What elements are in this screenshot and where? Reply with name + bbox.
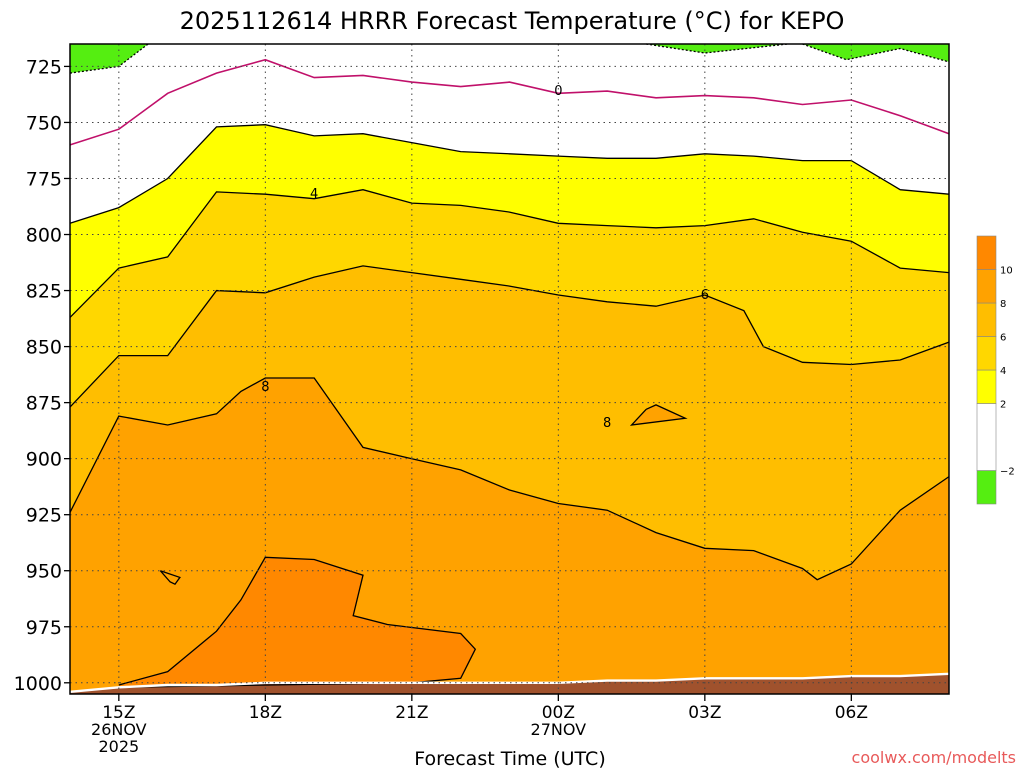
time-tick-label-1: 18Z bbox=[249, 703, 282, 723]
colorbar-label-4: 8 bbox=[1000, 299, 1006, 310]
isotherm-2 bbox=[69, 124, 950, 224]
time-tick-label-4: 03Z bbox=[688, 703, 721, 723]
pressure-tick-label-3: 800 bbox=[26, 225, 62, 247]
pressure-tick-label-0: 725 bbox=[26, 56, 62, 78]
time-tick-label-2: 21Z bbox=[395, 703, 428, 723]
band-2-to-4 bbox=[70, 124, 949, 318]
pressure-tick-label-1: 750 bbox=[26, 112, 62, 134]
band-8-island bbox=[631, 404, 686, 425]
isotherm-10 bbox=[118, 556, 477, 688]
x-axis-label: Forecast Time (UTC) bbox=[414, 748, 605, 768]
band-6-to-8 bbox=[70, 265, 949, 580]
colorbar-label-3: 6 bbox=[1000, 333, 1006, 344]
isotherm-contours bbox=[69, 43, 950, 693]
colorbar-label-5: 10 bbox=[1000, 266, 1013, 277]
chart-title: 2025112614 HRRR Forecast Temperature (°C… bbox=[180, 7, 845, 35]
credit-link[interactable]: coolwx.com/modelts bbox=[852, 748, 1016, 767]
isotherm-label-4: 8 bbox=[603, 416, 611, 431]
colorbar-segment-1 bbox=[976, 403, 997, 471]
band-below-minus2-mid bbox=[646, 44, 788, 53]
pressure-tick-label-9: 950 bbox=[26, 561, 62, 583]
band-above-10 bbox=[118, 557, 476, 688]
colorbar-segment-4 bbox=[976, 302, 997, 337]
isotherm-labels: 0 4 6 8 8 bbox=[261, 84, 709, 431]
colorbar-segment-3 bbox=[976, 336, 997, 371]
pressure-tick-label-7: 900 bbox=[26, 449, 62, 471]
pressure-tick-label-11: 1000 bbox=[14, 673, 62, 695]
isotherm-8 bbox=[69, 377, 950, 581]
isotherm-label-0: 0 bbox=[554, 84, 562, 99]
time-tick-label-0: 15Z bbox=[102, 703, 135, 723]
time-tick-label-3: 00Z bbox=[542, 703, 575, 723]
colorbar-label-0: −2 bbox=[1000, 467, 1015, 478]
colorbar-label-1: 2 bbox=[1000, 400, 1006, 411]
band-4-to-6 bbox=[70, 189, 949, 408]
colorbar-legend: −2 2 4 6 8 10 bbox=[976, 235, 1015, 505]
dotted-grid bbox=[70, 44, 949, 694]
pressure-tick-label-5: 850 bbox=[26, 337, 62, 359]
colorbar-label-2: 4 bbox=[1000, 366, 1006, 377]
isotherm-label-2: 6 bbox=[701, 288, 709, 303]
temperature-fills bbox=[70, 44, 949, 694]
colorbar-segment-6 bbox=[976, 235, 997, 270]
pressure-axis: 725 750 775 800 825 850 875 900 925 950 975 1000 bbox=[14, 56, 70, 695]
date-label-0: 26NOV bbox=[91, 720, 147, 739]
time-tick-label-5: 06Z bbox=[835, 703, 868, 723]
date-label-3: 27NOV bbox=[531, 720, 587, 739]
isotherm-0 bbox=[69, 58, 950, 146]
band-below-minus2-left bbox=[70, 44, 149, 74]
isotherm-label-3: 8 bbox=[261, 380, 269, 395]
isotherm-8-island bbox=[629, 404, 688, 426]
pressure-tick-label-2: 775 bbox=[26, 168, 62, 190]
colorbar-segment-5 bbox=[976, 269, 997, 304]
isotherm-label-1: 4 bbox=[310, 187, 318, 202]
surface-line bbox=[69, 672, 950, 693]
isotherm-4 bbox=[69, 189, 950, 318]
pressure-tick-label-8: 925 bbox=[26, 505, 62, 527]
isotherm-10-small bbox=[159, 570, 181, 586]
plot-frame bbox=[69, 43, 950, 695]
year-label-0: 2025 bbox=[98, 737, 139, 756]
band-10-small bbox=[160, 570, 180, 585]
colorbar-segment-0 bbox=[976, 470, 997, 505]
pressure-tick-label-4: 825 bbox=[26, 281, 62, 303]
pressure-tick-label-6: 875 bbox=[26, 393, 62, 415]
colorbar-segment-2 bbox=[976, 369, 997, 404]
pressure-tick-label-10: 975 bbox=[26, 617, 62, 639]
